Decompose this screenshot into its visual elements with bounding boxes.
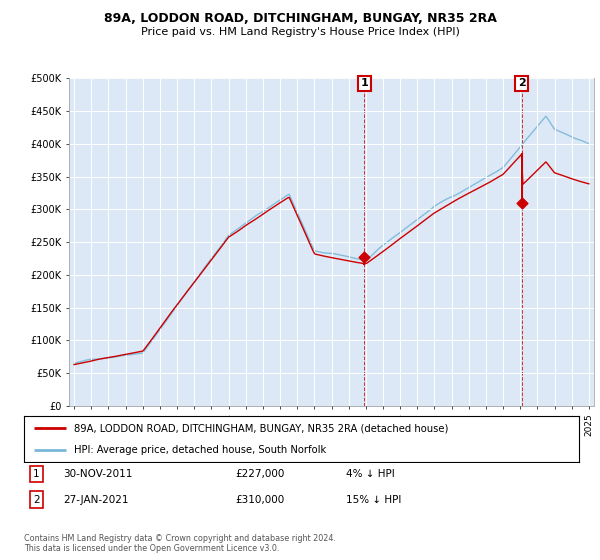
Point [359,253,369,262]
Text: 2: 2 [33,494,40,505]
Text: 27-JAN-2021: 27-JAN-2021 [63,494,128,505]
Text: 1: 1 [33,469,40,479]
Text: 1: 1 [361,78,368,88]
Text: 30-NOV-2011: 30-NOV-2011 [63,469,132,479]
Text: £310,000: £310,000 [235,494,284,505]
Text: 2: 2 [518,78,526,88]
Text: Price paid vs. HM Land Registry's House Price Index (HPI): Price paid vs. HM Land Registry's House … [140,27,460,37]
Text: £227,000: £227,000 [235,469,284,479]
Text: 15% ↓ HPI: 15% ↓ HPI [346,494,401,505]
Text: 89A, LODDON ROAD, DITCHINGHAM, BUNGAY, NR35 2RA (detached house): 89A, LODDON ROAD, DITCHINGHAM, BUNGAY, N… [74,423,448,433]
Point [517,198,526,207]
Text: 89A, LODDON ROAD, DITCHINGHAM, BUNGAY, NR35 2RA: 89A, LODDON ROAD, DITCHINGHAM, BUNGAY, N… [104,12,496,25]
Text: Contains HM Land Registry data © Crown copyright and database right 2024.
This d: Contains HM Land Registry data © Crown c… [24,534,336,553]
Text: 4% ↓ HPI: 4% ↓ HPI [346,469,395,479]
Text: HPI: Average price, detached house, South Norfolk: HPI: Average price, detached house, Sout… [74,445,326,455]
